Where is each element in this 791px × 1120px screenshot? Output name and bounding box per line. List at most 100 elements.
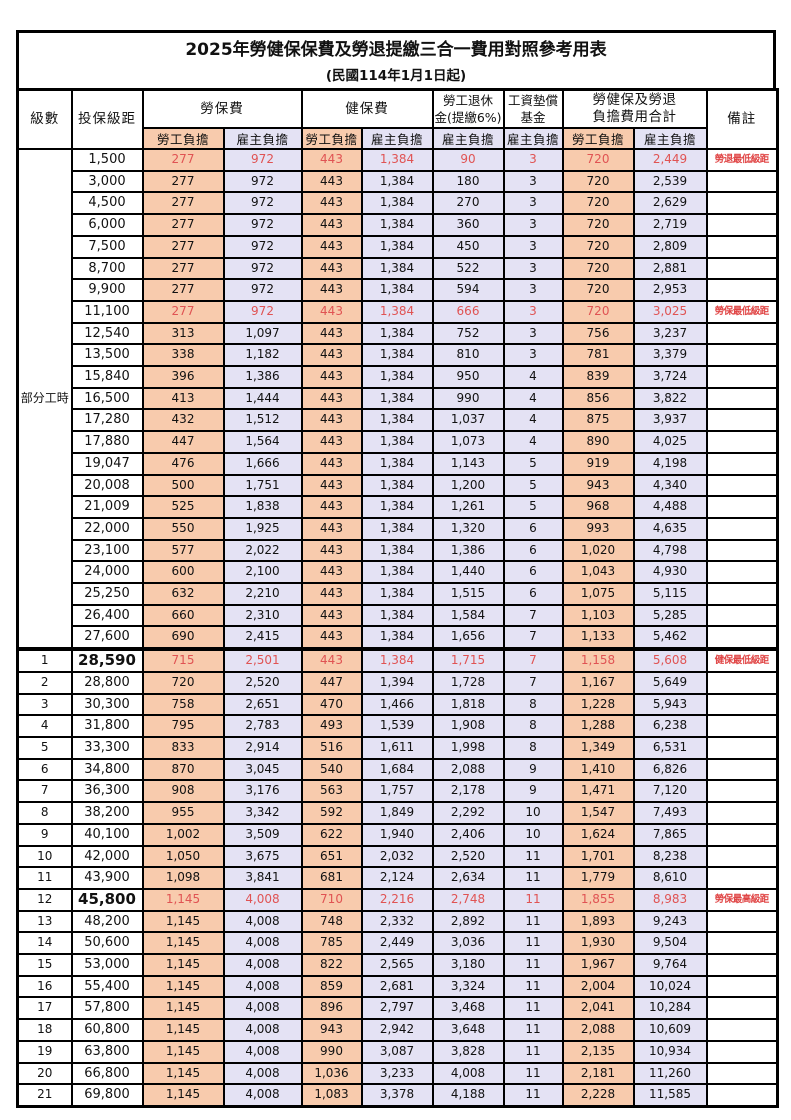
labor-employer-cell: 1,925	[222, 516, 303, 541]
total-employee-cell: 968	[561, 495, 635, 519]
bracket-cell: 22,000	[70, 516, 144, 541]
wage-fund-cell: 11	[502, 909, 564, 934]
labor-employee-cell: 338	[141, 343, 225, 368]
remark-cell: 勞保最高級距	[705, 887, 779, 912]
bracket-cell: 66,800	[70, 1061, 144, 1086]
health-employee-cell: 443	[300, 516, 363, 541]
labor-employee-cell: 1,145	[141, 974, 225, 999]
health-employer-cell: 1,384	[360, 213, 434, 237]
total-employer-cell: 10,609	[632, 1018, 708, 1042]
labor-employer-cell: 4,008	[222, 953, 303, 977]
table-row: 15 53,000 1,145 4,008 822 2,565 3,180 11 1,967 9,…	[16, 953, 779, 977]
health-employer-cell: 1,384	[360, 278, 434, 302]
labor-employer-cell: 972	[222, 191, 303, 216]
bracket-cell: 26,400	[70, 603, 144, 628]
health-employer-cell: 1,384	[360, 234, 434, 259]
wage-fund-cell: 5	[502, 451, 564, 476]
pension-employer-cell: 450	[431, 234, 505, 259]
wage-fund-cell: 11	[502, 931, 564, 956]
pension-employer-cell: 90	[431, 148, 505, 172]
table-row: 25,250 632 2,210 443 1,384 1,515 6 1,075 5,115	[18, 582, 779, 606]
remark-cell	[705, 343, 779, 368]
wage-fund-cell: 3	[502, 169, 564, 194]
health-employee-cell: 443	[300, 495, 363, 519]
remark-cell	[705, 692, 779, 717]
total-employee-cell: 1,779	[561, 866, 635, 890]
total-employee-cell: 2,041	[561, 996, 635, 1021]
wage-fund-cell: 3	[502, 148, 564, 172]
health-employer-cell: 1,466	[360, 692, 434, 717]
total-employee-cell: 720	[561, 213, 635, 237]
table-row: 17 57,800 1,145 4,008 896 2,797 3,468 11 2,041 10…	[16, 996, 779, 1021]
pension-employer-cell: 3,468	[431, 996, 505, 1021]
labor-employer-cell: 2,914	[222, 735, 303, 760]
table-row: 8 38,200 955 3,342 592 1,849 2,292 10 1,547 7,493	[16, 801, 779, 825]
remark-cell	[705, 538, 779, 563]
labor-employer-cell: 2,415	[222, 625, 303, 651]
health-employee-cell: 681	[300, 866, 363, 890]
col-header-total: 勞健保及勞退 負擔費用合計	[561, 88, 708, 129]
total-employee-cell: 1,020	[561, 538, 635, 563]
table-row: 11 43,900 1,098 3,841 681 2,124 2,634 11 1,779 8,…	[16, 866, 779, 890]
health-employer-cell: 1,940	[360, 822, 434, 847]
labor-employer-cell: 1,512	[222, 408, 303, 433]
health-employee-cell: 943	[300, 1018, 363, 1042]
health-employee-cell: 540	[300, 757, 363, 782]
bracket-cell: 27,600	[70, 625, 144, 651]
labor-employee-cell: 396	[141, 365, 225, 389]
table-row: 13 48,200 1,145 4,008 748 2,332 2,892 11 1,893 9,…	[16, 909, 779, 934]
total-employee-cell: 1,228	[561, 692, 635, 717]
health-employer-cell: 1,384	[360, 408, 434, 433]
table-body: 部分工時 1,500 277 972 443 1,384 90 3 720 2,449 勞退最低級距…	[16, 147, 779, 1108]
labor-employee-cell: 447	[141, 430, 225, 454]
remark-cell	[705, 625, 779, 651]
health-employer-cell: 2,332	[360, 909, 434, 934]
remark-cell	[705, 1039, 779, 1064]
subheader-fund-employer: 雇主負擔	[502, 127, 564, 150]
total-employer-cell: 3,237	[632, 321, 708, 346]
pension-employer-cell: 1,818	[431, 692, 505, 717]
health-employee-cell: 563	[300, 779, 363, 804]
wage-fund-cell: 11	[502, 974, 564, 999]
bracket-cell: 28,590	[70, 647, 144, 673]
total-employer-cell: 8,983	[632, 887, 708, 912]
pension-employer-cell: 3,828	[431, 1039, 505, 1064]
pension-employer-cell: 3,180	[431, 953, 505, 977]
total-employee-cell: 2,181	[561, 1061, 635, 1086]
total-employer-cell: 4,198	[632, 451, 708, 476]
wage-fund-cell: 11	[502, 1018, 564, 1042]
pension-employer-cell: 4,188	[431, 1083, 505, 1108]
wage-fund-cell: 4	[502, 408, 564, 433]
total-employee-cell: 1,288	[561, 714, 635, 738]
total-employee-cell: 2,228	[561, 1083, 635, 1108]
table-row: 19 63,800 1,145 4,008 990 3,087 3,828 11 2,135 10…	[16, 1039, 779, 1064]
health-employer-cell: 3,087	[360, 1039, 434, 1064]
table-row: 6,000 277 972 443 1,384 360 3 720 2,719	[18, 213, 779, 237]
level-cell: 19	[16, 1039, 73, 1064]
wage-fund-cell: 3	[502, 343, 564, 368]
labor-employee-cell: 550	[141, 516, 225, 541]
total-employee-cell: 2,088	[561, 1018, 635, 1042]
remark-cell	[705, 996, 779, 1021]
wage-fund-cell: 7	[502, 625, 564, 651]
labor-employer-cell: 3,176	[222, 779, 303, 804]
health-employer-cell: 1,384	[360, 603, 434, 628]
remark-cell	[705, 822, 779, 847]
total-employer-cell: 6,531	[632, 735, 708, 760]
total-employer-cell: 10,934	[632, 1039, 708, 1064]
pension-employer-cell: 2,178	[431, 779, 505, 804]
health-employer-cell: 1,384	[360, 473, 434, 498]
labor-employee-cell: 1,145	[141, 953, 225, 977]
remark-cell	[705, 473, 779, 498]
pension-employer-cell: 180	[431, 169, 505, 194]
bracket-cell: 3,000	[70, 169, 144, 194]
total-employee-cell: 720	[561, 299, 635, 324]
total-employer-cell: 8,238	[632, 844, 708, 869]
labor-employer-cell: 4,008	[222, 931, 303, 956]
bracket-cell: 48,200	[70, 909, 144, 934]
total-employee-cell: 1,410	[561, 757, 635, 782]
labor-employer-cell: 972	[222, 299, 303, 324]
remark-cell	[705, 278, 779, 302]
labor-employee-cell: 577	[141, 538, 225, 563]
